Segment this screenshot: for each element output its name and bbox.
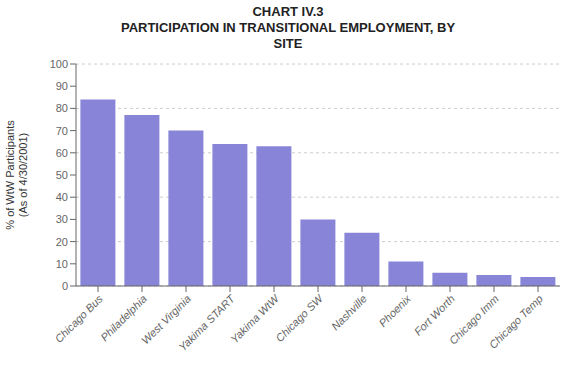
svg-text:40: 40 bbox=[56, 191, 68, 203]
svg-text:West Virginia: West Virginia bbox=[138, 292, 193, 347]
svg-text:Yakima WtW: Yakima WtW bbox=[228, 292, 281, 346]
svg-text:Chicago Imm: Chicago Imm bbox=[446, 292, 501, 347]
html-text:SITE: SITE bbox=[273, 36, 303, 51]
svg-text:80: 80 bbox=[56, 102, 68, 114]
svg-text:Nashville: Nashville bbox=[329, 292, 369, 332]
html-text:CHART IV.3: CHART IV.3 bbox=[252, 4, 324, 19]
svg-text:Philadelphia: Philadelphia bbox=[98, 292, 149, 344]
svg-text:10: 10 bbox=[56, 258, 68, 270]
svg-text:Chicago Temp: Chicago Temp bbox=[487, 292, 545, 350]
svg-text:30: 30 bbox=[56, 213, 68, 225]
svg-text:60: 60 bbox=[56, 147, 68, 159]
svg-text:0: 0 bbox=[62, 280, 68, 292]
svg-text:Chicago SW: Chicago SW bbox=[273, 291, 326, 344]
svg-text:90: 90 bbox=[56, 80, 68, 92]
svg-text:Yakima START: Yakima START bbox=[176, 292, 238, 354]
svg-text:% of WtW Participants(As of 4/: % of WtW Participants(As of 4/30/2001) bbox=[8, 120, 29, 230]
svg-text:Chicago Bus: Chicago Bus bbox=[52, 292, 105, 345]
svg-text:70: 70 bbox=[56, 125, 68, 137]
svg-text:50: 50 bbox=[56, 169, 68, 181]
svg-text:100: 100 bbox=[50, 58, 68, 70]
svg-text:20: 20 bbox=[56, 236, 68, 248]
svg-text:Phoenix: Phoenix bbox=[376, 292, 413, 329]
svg-text:Fort Worth: Fort Worth bbox=[412, 292, 457, 337]
html-text:PARTICIPATION IN TRANSITIONAL: PARTICIPATION IN TRANSITIONAL EMPLOYMENT… bbox=[120, 20, 456, 35]
